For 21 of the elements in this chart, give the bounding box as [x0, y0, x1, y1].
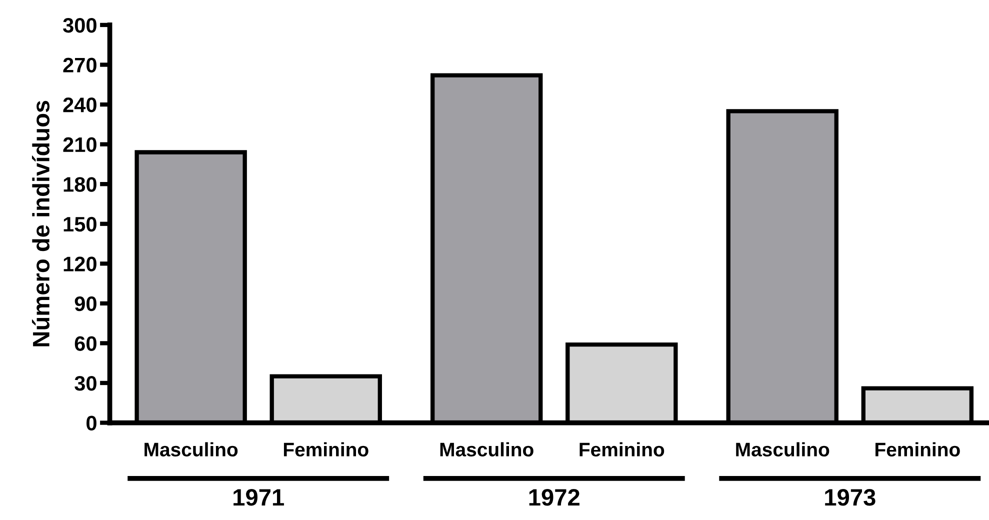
y-tick-label: 300: [63, 18, 96, 33]
x-tick-label: Feminino: [580, 442, 664, 456]
y-axis-title: Número de indivíduos: [32, 100, 50, 346]
x-tick-label: Masculino: [440, 442, 534, 456]
x-tick-label: Feminino: [284, 442, 368, 456]
y-tick-label: 180: [64, 177, 96, 192]
x-tick-label: Feminino: [876, 442, 960, 456]
text: 1972: [529, 489, 580, 506]
text: 1971: [234, 489, 284, 506]
y-tick-label: 150: [64, 216, 96, 232]
x-tick-label: Masculino: [144, 442, 238, 456]
y-tick-label: 270: [63, 58, 96, 72]
y-tick-label: 240: [63, 98, 96, 112]
y-tick-label: 210: [63, 137, 96, 152]
text: 1973: [825, 489, 876, 506]
y-tick-label: 120: [64, 256, 96, 272]
y-tick-label: 0: [86, 416, 96, 431]
y-tick-label: 30: [74, 376, 96, 391]
y-tick-label: 60: [74, 336, 96, 351]
y-tick-label: 90: [74, 296, 96, 312]
x-tick-label: Masculino: [736, 442, 830, 456]
